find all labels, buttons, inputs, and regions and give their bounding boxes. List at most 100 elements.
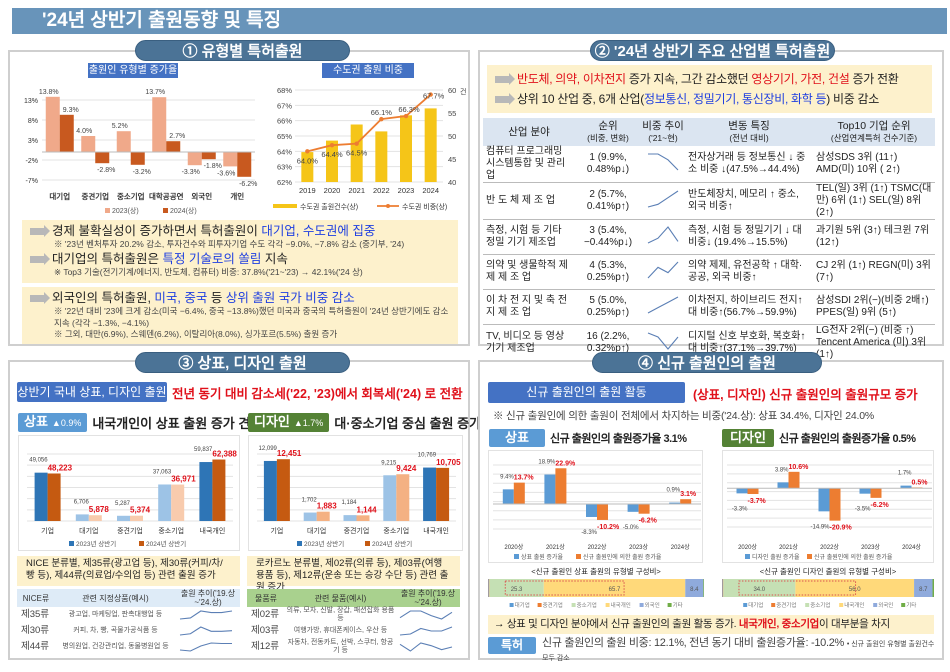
note-box-2: 외국인의 특허출원, 미국, 중국 등 상위 출원 국가 비중 감소 ※ '22… [22,287,458,344]
industry-table: 산업 분야 순위 (비중, 변화) 비중 추이 ('21~현) 변동 특징 (전년 대비) T… [483,118,935,362]
column-header: 관련 지정상품(예시) [82,593,149,603]
legend-swatch [639,603,644,607]
table-row: 제03류 여행가방, 휴대폰케이스, 우산 등 [247,623,460,639]
line-capital-share [307,93,432,153]
sparkline-path [648,153,679,171]
segment-외국인 [914,579,933,597]
note-headline: 대기업의 특허출원은 특정 기술로의 쏠림 지속 [30,251,450,267]
legend-swatch [105,208,110,213]
bar-신규 출원인에 의한 출원 증가율 [747,488,759,494]
category-label: 중소기업 [117,191,145,201]
data-label: 1.7% [898,471,912,477]
share-trend [641,289,685,325]
data-label: -3.3% [732,506,748,512]
data-label: -6.2% [239,181,257,188]
segment-내국개인 [795,579,915,597]
segment-중견기업 [722,579,724,597]
page-title: '24년 상반기 출원동향 및 특징 [12,8,947,34]
arrow-icon [495,93,515,106]
trademark-composition-chart: <신규 출원인 상표 출원의 유형별 구성비> 25.3 65.7 8.4 대기업 중견기… [488,566,704,609]
design-growth-box: -3.3% -3.7% 2020상 3.8% 10.6% 2021상 -14.9% -20.9… [722,450,934,563]
legend-label: 2023년 상반기 [304,539,344,548]
legend-label: 상표 출원 증가율 [521,553,563,561]
sparkline-path [647,332,679,350]
y-tick-label: -2% [26,158,38,165]
legend-label: 2024(상) [170,206,197,215]
bar-2023(상) [223,152,238,167]
data-label: -6.2% [871,502,890,509]
segment-내국개인 [543,579,686,597]
change-feature: 이차전지, 하이브리드 전지↑ 대 비중↑(56.7%→59.9%) [685,289,813,325]
bar-2024년 상반기 [47,473,61,521]
share-trend [641,182,685,220]
data-label: 0.5% [912,479,929,486]
bar-디자인 출원 증가율 [859,488,871,494]
note-box-1: 경제 불확실성이 증가하면서 특허출원이 대기업, 수도권에 집중 ※ '23년… [22,220,458,283]
category-label: 외국인 [191,191,212,201]
class-code: 제44류 [21,641,50,652]
data-label: 67.7% [423,92,445,101]
table-row: 측정, 시험 등 기타 정밀 기기 제조업 3 (5.4%, −0.44%p↓) 측… [483,219,935,255]
line-point [329,143,335,148]
bar-신규 출원인에 의한 출원 증가율 [788,471,800,489]
legend-swatch [537,603,542,607]
data-label: 3.1% [680,491,697,498]
section-2-header: ② '24년 상반기 주요 산업별 특허출원 [590,40,835,61]
bar-2023년 상반기 [117,515,130,521]
legend-swatch [365,541,370,546]
patent-new-applicant-text: 신규 출원인의 출원 비중: 12.1%, 전년 동기 대비 출원증가율: -1… [542,637,935,662]
legend-swatch [514,554,519,559]
category-label: 2024상 [902,543,921,551]
y-left-tick-label: 67% [277,101,292,110]
sparkline-path [399,609,453,620]
category-label: 기업 [270,526,283,535]
bar-2024년 상반기 [88,515,102,521]
y-right-tick-label: 50 [448,132,456,141]
legend-swatch [576,554,581,559]
bar-2023년 상반기 [34,472,48,521]
segment-label: 56.0 [849,587,861,593]
composition-title: <신규 출원인 상표 출원의 유형별 구성비> [531,566,661,576]
trend-cell [396,623,460,639]
data-label: -5.0% [623,525,639,531]
legend-label: 2023년 상반기 [76,539,116,548]
legend-swatch [839,603,844,607]
data-label: 10,705 [436,458,461,467]
design-class-note: 로카르노 분류별, 제02류(의류 등), 제03류(여행용품 등), 제12류… [247,556,460,593]
data-label: -10.2% [597,524,620,531]
top10-companies: LG전자 2위(−) (비중 ↑) Tencent America (미) 3위… [813,324,935,362]
x-tick-label: 2024 [422,186,439,195]
bar-상표 출원 증가율 [669,502,681,505]
legend-label: 2023(상) [112,206,139,215]
data-label: 9.4% [500,474,514,480]
legend-swatch [745,554,750,559]
data-label: 9,424 [396,464,417,473]
data-label: 10,769 [418,453,437,459]
data-label: 9.3% [63,107,79,114]
share-trend [641,254,685,290]
class-code: 제30류 [21,625,50,636]
class-examples: 병의원업, 건강관리업, 동물병원업 등 [62,643,169,650]
column-header: Top10 기업 순위 (산업연계특허 건수기준) [813,118,935,146]
bar-상표 출원 증가율 [502,489,514,505]
trademark-class-table: NICE류 관련 지정상품(예시) 출원 추이('19.상~'24.상) 제35류 광고… [17,589,240,655]
top10-companies: 과기원 5위 (3↑) 테크윈 7위 (12↑) [813,219,935,255]
bar-2023년 상반기 [199,462,213,521]
y-tick-label: 3% [28,138,38,145]
x-tick-label: 2022 [373,186,390,195]
bar-2024(상) [201,152,216,160]
category-label: 대기업 [307,526,326,535]
arrow-icon [30,252,50,265]
data-label: 13.7% [145,89,165,96]
share-trend [641,219,685,255]
table-row: 제02류 의류, 모자, 신발, 장갑, 패션잡화 용품 등 [247,607,460,623]
data-label: 12,099 [259,446,278,452]
industry-highlights: 반도체, 의약, 이차전지 증가 지속, 그간 감소했던 영상기기, 가전, 건… [487,65,932,113]
industry-field: 의약 및 생물학적 제 제 제 조 업 [483,254,575,290]
y-tick-label: 8% [28,118,38,125]
segment-label: 8.7 [919,587,928,593]
section-4-header: ④ 신규 출원인의 출원 [592,352,822,373]
data-label: 62,388 [212,450,237,459]
class-code: 제12류 [251,641,280,652]
trend-sparkline [399,609,453,620]
